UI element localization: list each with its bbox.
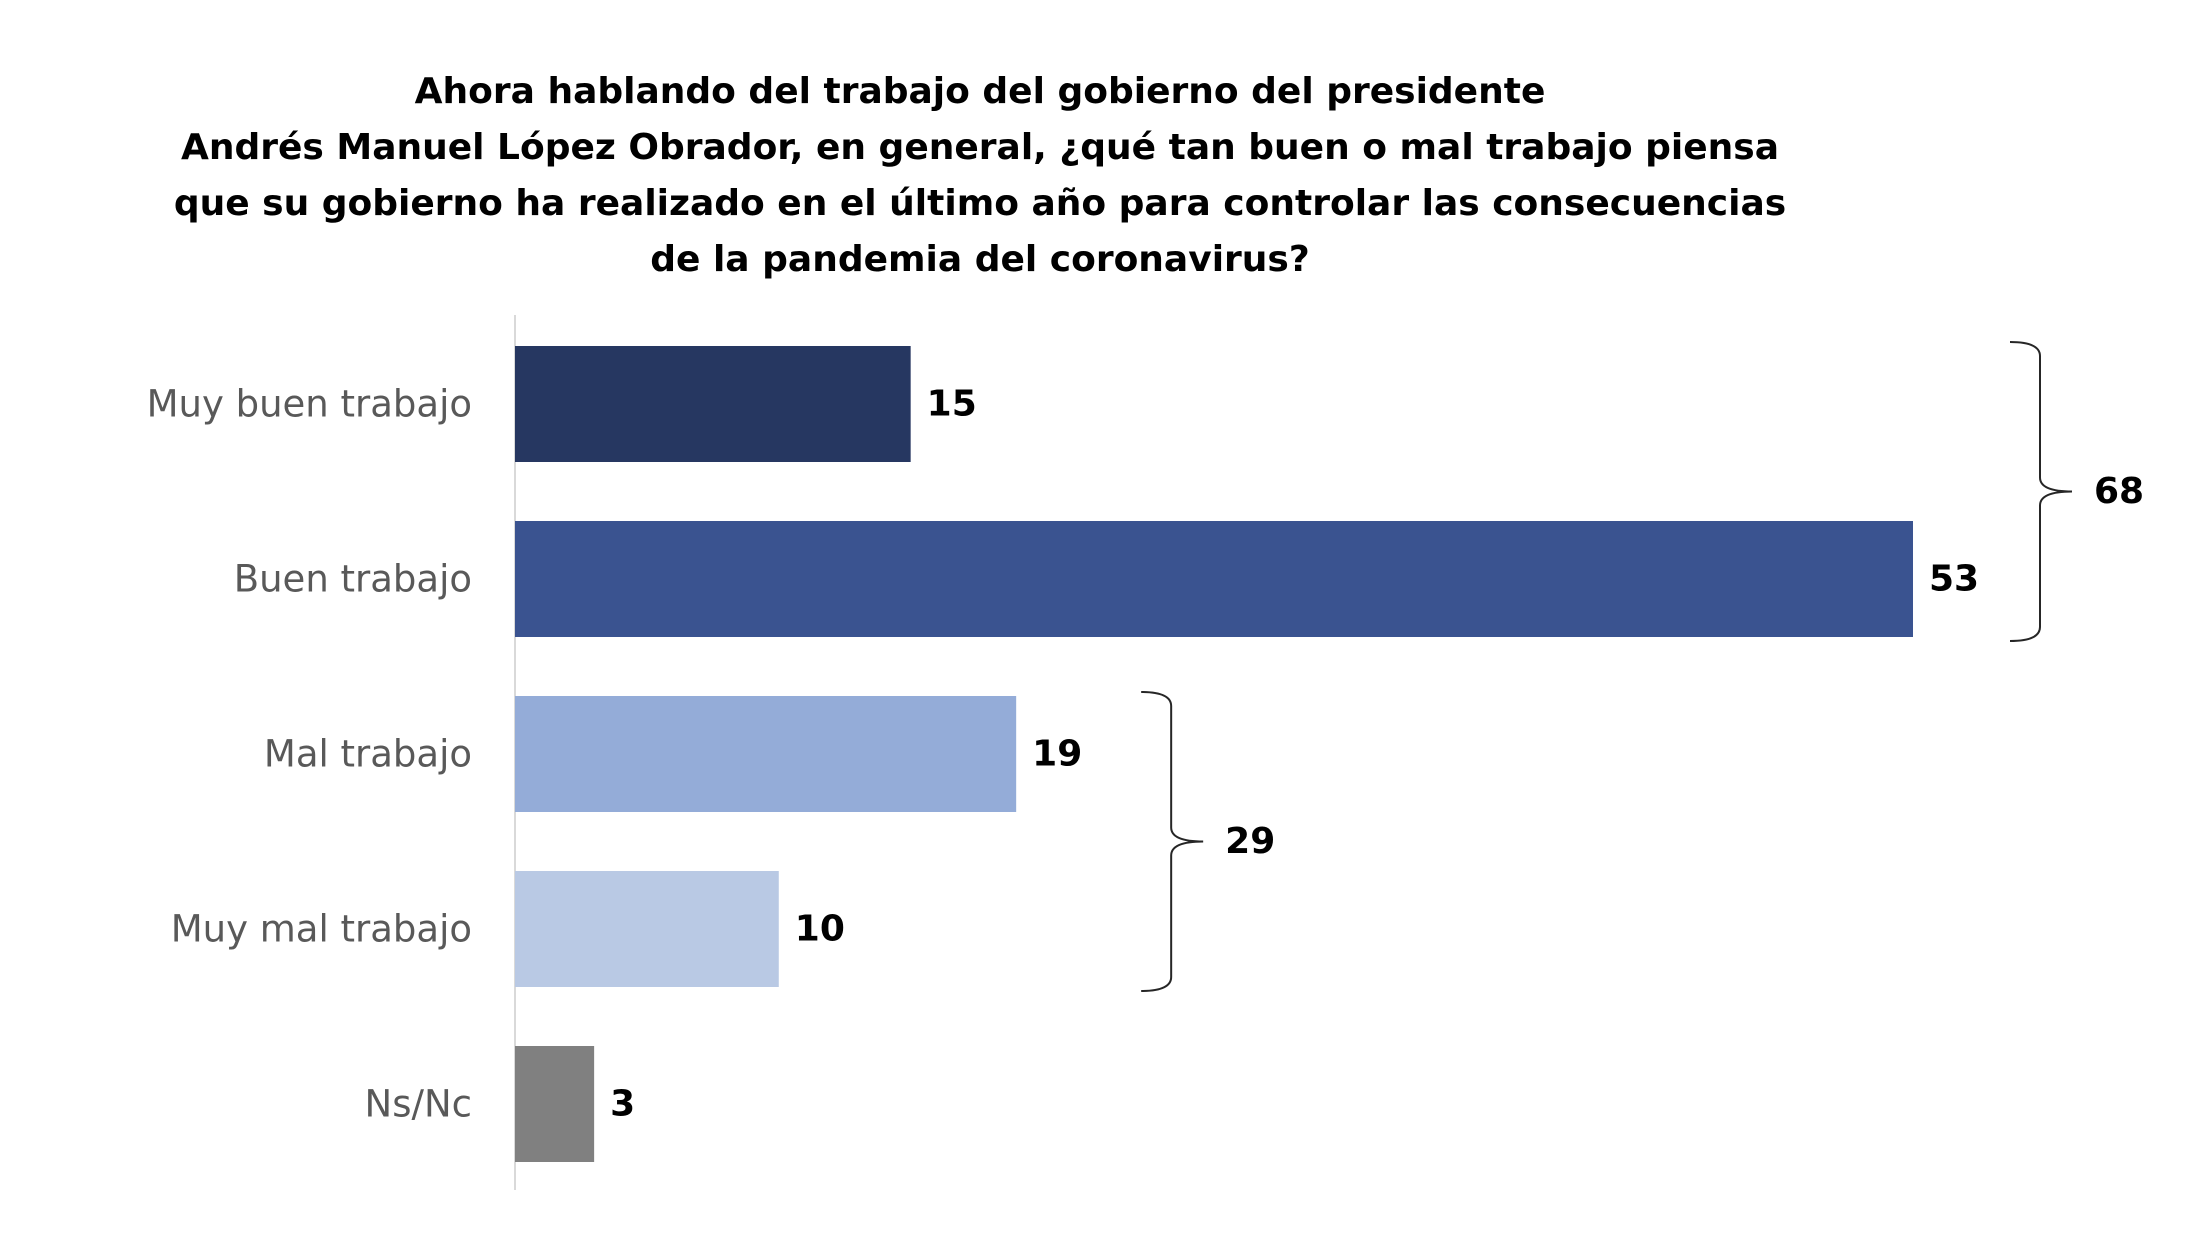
value-label: 10 bbox=[795, 909, 845, 950]
bar bbox=[515, 696, 1017, 812]
group-total-label: 29 bbox=[1225, 821, 1275, 862]
category-label: Buen trabajo bbox=[234, 558, 472, 601]
bar bbox=[515, 871, 779, 987]
bar bbox=[515, 346, 911, 462]
group-total-label: 68 bbox=[2094, 471, 2144, 512]
value-label: 53 bbox=[1929, 559, 1979, 600]
category-label: Ns/Nc bbox=[365, 1083, 472, 1126]
value-label: 15 bbox=[927, 384, 977, 425]
bars-layer: Muy buen trabajo 15 Buen trabajo 53 Mal trab… bbox=[147, 346, 1979, 1162]
chart-title-line: de la pandemia del coronavirus? bbox=[650, 239, 1310, 280]
chart-title-line: Andrés Manuel López Obrador, en general,… bbox=[180, 127, 1779, 168]
group-bracket bbox=[1141, 691, 1204, 992]
category-label: Muy buen trabajo bbox=[147, 383, 472, 426]
category-label: Mal trabajo bbox=[264, 733, 472, 776]
bar bbox=[515, 521, 1913, 637]
value-label: 19 bbox=[1032, 734, 1082, 775]
chart-title-line: que su gobierno ha realizado en el últim… bbox=[173, 183, 1787, 224]
group-brackets-layer: 68 29 bbox=[1141, 341, 2144, 992]
chart-title-line: Ahora hablando del trabajo del gobierno … bbox=[414, 71, 1546, 112]
group-bracket bbox=[2009, 341, 2073, 642]
value-label: 3 bbox=[610, 1084, 635, 1125]
category-label: Muy mal trabajo bbox=[171, 908, 472, 951]
chart-title: Ahora hablando del trabajo del gobierno … bbox=[0, 64, 1960, 288]
bar bbox=[515, 1046, 595, 1162]
